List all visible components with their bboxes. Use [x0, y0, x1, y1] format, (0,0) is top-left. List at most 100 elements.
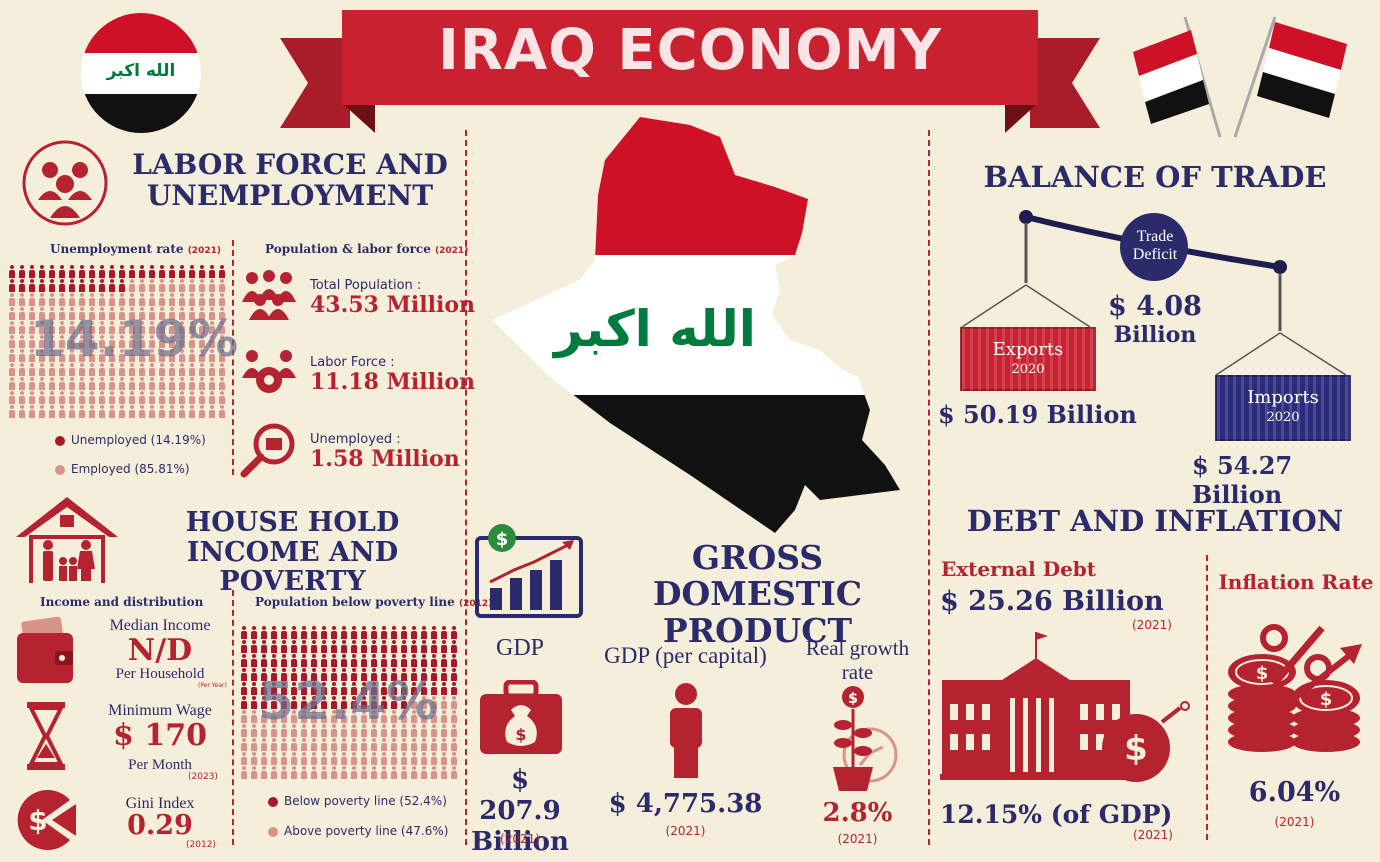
person-pictogram	[148, 391, 156, 404]
person-pictogram	[68, 265, 76, 278]
person-pictogram	[400, 682, 408, 695]
imports-label: Imports	[1247, 387, 1319, 408]
person-pictogram	[18, 279, 26, 292]
person-pictogram	[400, 654, 408, 667]
gdp-value: $ 207.9 Billion	[471, 765, 569, 858]
person-pictogram	[370, 696, 378, 709]
poverty-people-grid	[240, 626, 458, 779]
person-pictogram	[168, 391, 176, 404]
person-pictogram	[450, 752, 458, 765]
crossed-flags-icon	[1133, 16, 1347, 138]
person-pictogram	[430, 640, 438, 653]
person-pictogram	[440, 738, 448, 751]
unemployment-people-grid	[8, 265, 226, 418]
person-pictogram	[380, 752, 388, 765]
person-pictogram	[8, 377, 16, 390]
person-pictogram	[450, 724, 458, 737]
person-pictogram	[410, 724, 418, 737]
person-pictogram	[250, 710, 258, 723]
person-pictogram	[400, 752, 408, 765]
person-pictogram	[98, 321, 106, 334]
person-pictogram	[98, 307, 106, 320]
svg-text:$: $	[515, 725, 526, 744]
person-pictogram	[58, 307, 66, 320]
person-pictogram	[380, 738, 388, 751]
person-pictogram	[98, 377, 106, 390]
person-pictogram	[208, 405, 216, 418]
person-pictogram	[218, 293, 226, 306]
person-pictogram	[118, 377, 126, 390]
person-pictogram	[350, 654, 358, 667]
minimum-wage-sub: Per Month	[128, 757, 192, 773]
debt-gdp-year: (2021)	[1133, 828, 1173, 842]
person-pictogram	[178, 377, 186, 390]
person-pictogram	[260, 668, 268, 681]
person-pictogram	[198, 363, 206, 376]
person-pictogram	[28, 335, 36, 348]
person-pictogram	[38, 307, 46, 320]
exports-container: Exports 2020	[960, 327, 1096, 391]
house-family-icon	[16, 497, 118, 583]
person-pictogram	[370, 640, 378, 653]
person-pictogram	[58, 391, 66, 404]
gdp-per-capita-year: (2021)	[665, 824, 706, 838]
trade-scale-icon	[961, 210, 1347, 376]
person-pictogram	[370, 654, 378, 667]
person-pictogram	[188, 391, 196, 404]
person-pictogram	[28, 377, 36, 390]
debt-heading: DEBT AND INFLATION	[966, 504, 1344, 538]
person-pictogram	[280, 766, 288, 779]
person-pictogram	[8, 391, 16, 404]
person-pictogram	[290, 738, 298, 751]
person-pictogram	[330, 738, 338, 751]
person-pictogram	[78, 335, 86, 348]
person-pictogram	[28, 307, 36, 320]
person-pictogram	[208, 377, 216, 390]
person-pictogram	[8, 293, 16, 306]
person-pictogram	[380, 626, 388, 639]
person-pictogram	[370, 668, 378, 681]
gini-pie-icon: $	[17, 790, 76, 850]
person-pictogram	[310, 640, 318, 653]
person-pictogram	[138, 391, 146, 404]
person-pictogram	[280, 738, 288, 751]
person-pictogram	[420, 738, 428, 751]
page-title: IRAQ ECONOMY	[437, 18, 943, 83]
person-pictogram	[78, 321, 86, 334]
person-pictogram	[98, 265, 106, 278]
person-pictogram	[168, 307, 176, 320]
person-pictogram	[148, 405, 156, 418]
person-pictogram	[188, 405, 196, 418]
hourglass-icon	[27, 702, 65, 770]
person-pictogram	[420, 696, 428, 709]
person-pictogram	[340, 696, 348, 709]
person-pictogram	[218, 349, 226, 362]
minimum-wage-value: $ 170	[113, 718, 207, 753]
person-pictogram	[270, 668, 278, 681]
person-pictogram	[420, 766, 428, 779]
person-pictogram	[260, 766, 268, 779]
person-pictogram	[440, 640, 448, 653]
person-pictogram	[138, 265, 146, 278]
person-pictogram	[198, 405, 206, 418]
person-pictogram	[350, 766, 358, 779]
person-pictogram	[98, 279, 106, 292]
total-population-value: 43.53 Million	[310, 292, 475, 318]
person-pictogram	[410, 766, 418, 779]
person-pictogram	[440, 626, 448, 639]
person-pictogram	[158, 265, 166, 278]
person-pictogram	[300, 668, 308, 681]
exports-year: 2020	[1011, 362, 1045, 377]
person-pictogram	[38, 405, 46, 418]
person-pictogram	[78, 293, 86, 306]
person-pictogram	[360, 766, 368, 779]
person-pictogram	[178, 363, 186, 376]
person-pictogram	[280, 626, 288, 639]
person-pictogram	[108, 321, 116, 334]
person-pictogram	[370, 724, 378, 737]
person-pictogram	[350, 696, 358, 709]
person-pictogram	[118, 349, 126, 362]
imports-value: $ 54.27 Billion	[1192, 451, 1293, 509]
person-pictogram	[88, 265, 96, 278]
labor-force-label: Labor Force :	[310, 355, 395, 370]
